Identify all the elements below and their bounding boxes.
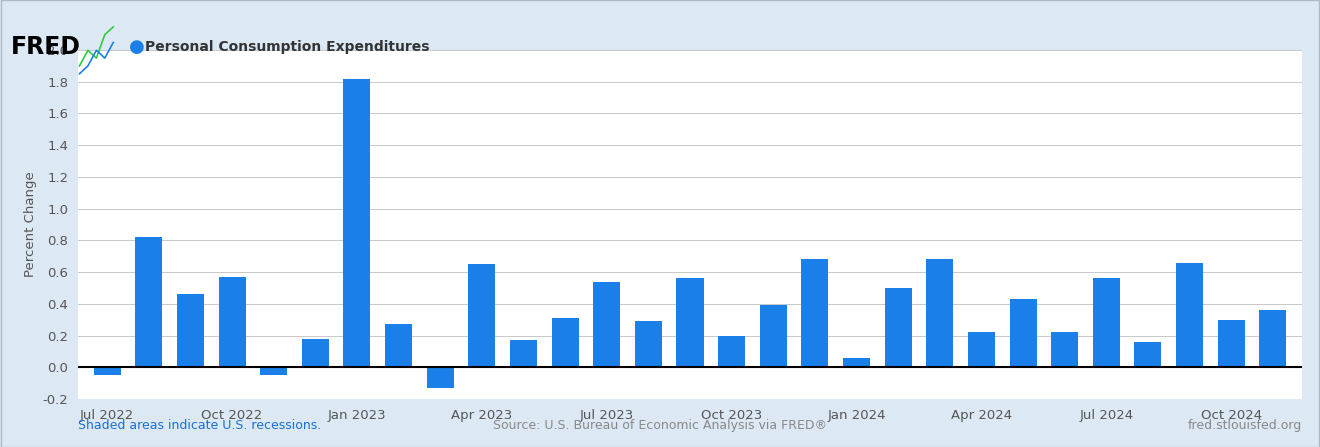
Bar	[760, 305, 787, 367]
Text: ●: ●	[129, 38, 145, 56]
Bar	[676, 278, 704, 367]
Bar	[1217, 320, 1245, 367]
Bar	[343, 79, 371, 367]
Bar	[884, 288, 912, 367]
Bar	[593, 282, 620, 367]
Y-axis label: Percent Change: Percent Change	[24, 172, 37, 278]
Text: FRED: FRED	[11, 35, 81, 59]
Bar	[302, 339, 329, 367]
Text: Source: U.S. Bureau of Economic Analysis via FRED®: Source: U.S. Bureau of Economic Analysis…	[492, 419, 828, 432]
Bar	[260, 367, 288, 375]
Text: fred.stlouisfed.org: fred.stlouisfed.org	[1188, 419, 1302, 432]
Bar	[177, 294, 203, 367]
Bar	[1176, 262, 1203, 367]
Text: Shaded areas indicate U.S. recessions.: Shaded areas indicate U.S. recessions.	[78, 419, 321, 432]
Bar	[135, 237, 162, 367]
Bar	[510, 340, 537, 367]
Bar	[469, 264, 495, 367]
Text: Personal Consumption Expenditures: Personal Consumption Expenditures	[145, 40, 430, 54]
Bar	[1134, 342, 1162, 367]
Bar	[1051, 333, 1078, 367]
Bar	[552, 318, 578, 367]
Bar	[385, 325, 412, 367]
Bar	[94, 367, 120, 375]
Bar	[635, 321, 661, 367]
Bar	[426, 367, 454, 388]
Bar	[927, 259, 953, 367]
Bar	[718, 336, 746, 367]
Bar	[968, 333, 995, 367]
Bar	[1259, 310, 1287, 367]
Bar	[1010, 299, 1036, 367]
Bar	[843, 358, 870, 367]
Bar	[801, 259, 829, 367]
Bar	[1093, 278, 1119, 367]
Bar	[219, 277, 246, 367]
